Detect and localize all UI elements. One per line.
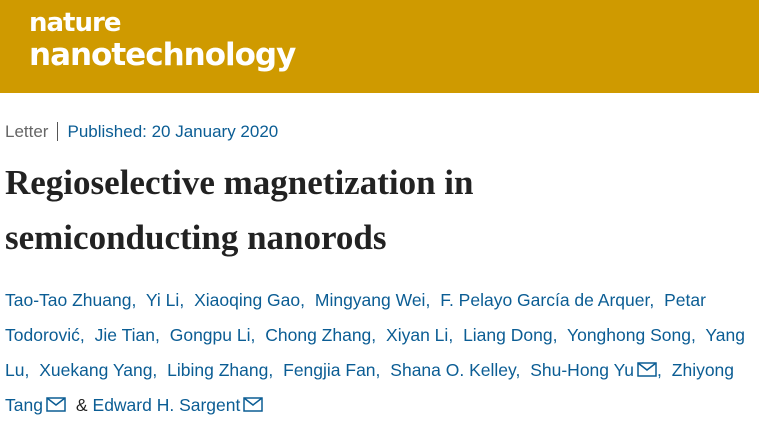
- author-separator: ,: [179, 290, 185, 310]
- author-name[interactable]: Chong Zhang: [265, 325, 372, 345]
- mail-icon[interactable]: [46, 397, 66, 412]
- author: Zhiyong Tang: [5, 360, 734, 415]
- author-separator: ,: [154, 325, 160, 345]
- author-name[interactable]: F. Pelayo García de Arquer: [440, 290, 650, 310]
- published-date: Published: 20 January 2020: [67, 122, 279, 141]
- author: Shu-Hong Yu,: [530, 360, 667, 380]
- author-name[interactable]: Yi Li: [145, 290, 180, 310]
- author: Tao-Tao Zhuang,: [5, 290, 141, 310]
- author: Xiyan Li,: [386, 325, 458, 345]
- author-separator: ,: [79, 325, 85, 345]
- author: Gongpu Li,: [170, 325, 261, 345]
- author-name[interactable]: Libing Zhang: [167, 360, 269, 380]
- journal-logo-line[interactable]: nanotechnology: [29, 37, 296, 73]
- author-name[interactable]: Petar Todorović: [5, 290, 706, 345]
- author-separator: ,: [649, 290, 655, 310]
- author-separator: ,: [300, 290, 305, 310]
- article-title: Regioselective magnetization in semicond…: [5, 163, 474, 257]
- author: Yonghong Song,: [567, 325, 701, 345]
- author-name[interactable]: Yang Lu: [5, 325, 745, 380]
- author-list: Tao-Tao Zhuang, Yi Li, Xiaoqing Gao, Min…: [5, 283, 753, 423]
- author: Petar Todorović,: [5, 290, 706, 345]
- author: Mingyang Wei,: [315, 290, 435, 310]
- article-meta: Letter Published: 20 January 2020: [5, 120, 278, 144]
- author-separator: ,: [371, 325, 377, 345]
- author-separator: ,: [24, 360, 30, 380]
- author-name[interactable]: Xiyan Li: [386, 325, 449, 345]
- author: Fengjia Fan,: [283, 360, 385, 380]
- author-name[interactable]: Fengjia Fan: [283, 360, 376, 380]
- author-separator: &: [75, 395, 88, 415]
- author: Xiaoqing Gao,: [194, 290, 310, 310]
- author-name[interactable]: Liang Dong: [463, 325, 553, 345]
- author: Shana O. Kelley,: [390, 360, 525, 380]
- journal-logo-line[interactable]: nature: [29, 8, 121, 38]
- author-separator: ,: [657, 360, 662, 380]
- author: Yang Lu,: [5, 325, 745, 380]
- author-separator: ,: [448, 325, 454, 345]
- author-name[interactable]: Shana O. Kelley: [390, 360, 516, 380]
- author: Chong Zhang,: [265, 325, 381, 345]
- author-separator: ,: [131, 290, 137, 310]
- author-separator: ,: [375, 360, 381, 380]
- author: Jie Tian,: [95, 325, 165, 345]
- author-separator: ,: [425, 290, 431, 310]
- author-name[interactable]: Zhiyong Tang: [5, 360, 735, 415]
- author: Edward H. Sargent: [93, 395, 264, 415]
- author-name[interactable]: Shu-Hong Yu: [530, 360, 635, 380]
- author-separator: ,: [552, 325, 558, 345]
- author-separator: ,: [268, 360, 274, 380]
- author-name[interactable]: Xuekang Yang: [39, 360, 153, 380]
- author: F. Pelayo García de Arquer,: [440, 290, 659, 310]
- author-name[interactable]: Yonghong Song: [567, 325, 691, 345]
- author: Libing Zhang,: [167, 360, 278, 380]
- author-name[interactable]: Gongpu Li: [169, 325, 251, 345]
- mail-icon[interactable]: [637, 362, 657, 377]
- author-name[interactable]: Edward H. Sargent: [92, 395, 241, 415]
- author-name[interactable]: Tao-Tao Zhuang: [5, 290, 132, 310]
- author-separator: ,: [152, 360, 158, 380]
- author: Yi Li,: [146, 290, 189, 310]
- author-name[interactable]: Mingyang Wei: [314, 290, 426, 310]
- author-name[interactable]: Xiaoqing Gao: [194, 290, 301, 310]
- author-name[interactable]: Jie Tian: [94, 325, 155, 345]
- author-separator: ,: [515, 360, 521, 380]
- author: Liang Dong,: [463, 325, 562, 345]
- mail-icon[interactable]: [243, 397, 264, 412]
- author: Xuekang Yang,: [39, 360, 162, 380]
- journal-header: nature nanotechnology: [0, 0, 759, 93]
- author-separator: ,: [690, 325, 696, 345]
- author-separator: ,: [250, 325, 256, 345]
- article-type: Letter: [5, 122, 59, 141]
